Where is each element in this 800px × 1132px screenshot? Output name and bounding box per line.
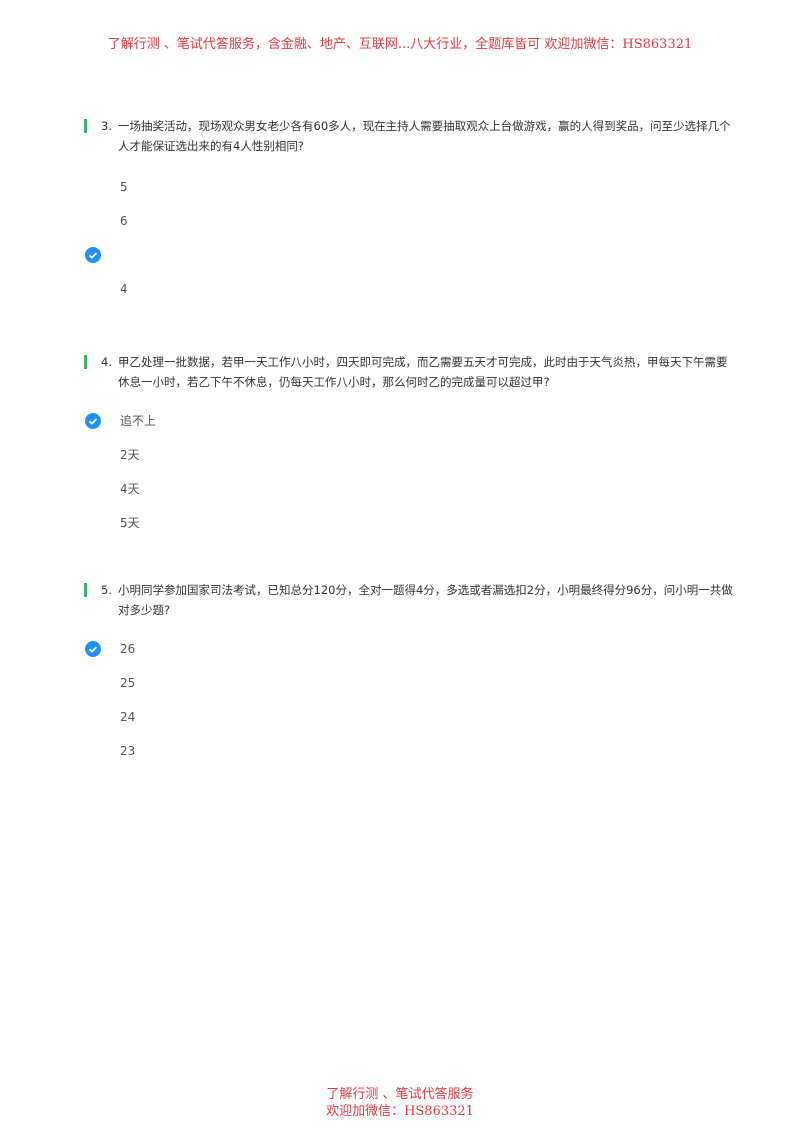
- option-label: 4: [120, 282, 128, 296]
- option[interactable]: 4天: [84, 472, 734, 506]
- option[interactable]: 26: [84, 632, 734, 666]
- option-label: 4天: [120, 482, 140, 496]
- question-number: 3.: [101, 119, 112, 133]
- watermark-banner: 了解行测 、笔试代答服务，含金融、地产、互联网...八大行业，全题库皆可 欢迎加…: [107, 37, 693, 52]
- question-marker: [84, 119, 87, 133]
- option[interactable]: 5: [84, 170, 734, 204]
- check-circle-icon: [85, 641, 101, 657]
- question-number: 4.: [101, 355, 112, 369]
- question-4: 4. 甲乙处理一批数据，若甲一天工作八小时，四天即可完成，而乙需要五天才可完成，…: [84, 352, 734, 540]
- option[interactable]: 追不上: [84, 404, 734, 438]
- option-label: 5: [120, 180, 128, 194]
- option-label: 25: [120, 676, 136, 690]
- option-label: 26: [120, 642, 136, 656]
- question-marker: [84, 583, 87, 597]
- option[interactable]: 4: [84, 272, 734, 306]
- option-label: 24: [120, 710, 136, 724]
- option-label: 23: [120, 744, 136, 758]
- footer-watermark: 了解行测 、笔试代答服务 欢迎加微信：HS863321: [0, 1086, 800, 1120]
- option-label: 5天: [120, 516, 140, 530]
- option-label: 追不上: [120, 414, 157, 428]
- question-number: 5.: [101, 583, 112, 597]
- check-circle-icon: [85, 247, 101, 263]
- question-header: 5. 小明同学参加国家司法考试，已知总分120分，全对一题得4分，多选或者漏选扣…: [84, 580, 734, 620]
- question-marker: [84, 355, 87, 369]
- footer-line-2: 欢迎加微信：HS863321: [326, 1104, 474, 1119]
- option[interactable]: 25: [84, 666, 734, 700]
- question-header: 4. 甲乙处理一批数据，若甲一天工作八小时，四天即可完成，而乙需要五天才可完成，…: [84, 352, 734, 392]
- option[interactable]: [84, 238, 734, 272]
- footer-line-1: 了解行测 、笔试代答服务: [326, 1087, 474, 1102]
- option-label: 2天: [120, 448, 140, 462]
- check-circle-icon: [85, 413, 101, 429]
- question-header: 3. 一场抽奖活动，现场观众男女老少各有60多人，现在主持人需要抽取观众上台做游…: [84, 116, 734, 156]
- option[interactable]: 24: [84, 700, 734, 734]
- question-text: 一场抽奖活动，现场观众男女老少各有60多人，现在主持人需要抽取观众上台做游戏，赢…: [118, 119, 731, 153]
- question-text: 小明同学参加国家司法考试，已知总分120分，全对一题得4分，多选或者漏选扣2分，…: [118, 583, 733, 617]
- option[interactable]: 23: [84, 734, 734, 768]
- question-5: 5. 小明同学参加国家司法考试，已知总分120分，全对一题得4分，多选或者漏选扣…: [84, 580, 734, 768]
- option[interactable]: 6: [84, 204, 734, 238]
- question-text: 甲乙处理一批数据，若甲一天工作八小时，四天即可完成，而乙需要五天才可完成，此时由…: [118, 355, 728, 389]
- option[interactable]: 5天: [84, 506, 734, 540]
- option[interactable]: 2天: [84, 438, 734, 472]
- option-label: 6: [120, 214, 128, 228]
- question-3: 3. 一场抽奖活动，现场观众男女老少各有60多人，现在主持人需要抽取观众上台做游…: [84, 116, 734, 306]
